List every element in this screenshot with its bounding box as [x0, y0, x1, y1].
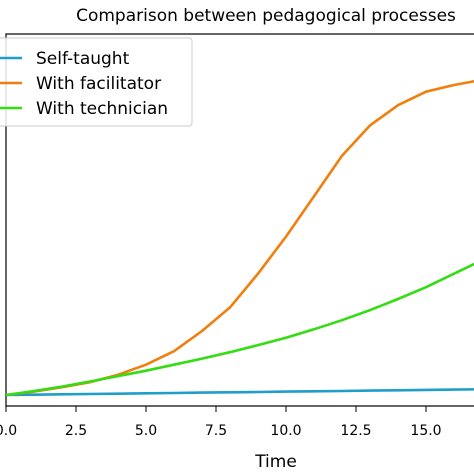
- series-layer: [5, 80, 474, 397]
- chart-title: Comparison between pedagogical processes: [76, 6, 456, 26]
- legend-label: With technician: [36, 99, 168, 119]
- x-tick-label: 7.5: [205, 423, 227, 439]
- legend-label: Self-taught: [36, 49, 130, 69]
- x-tick-label: 10.0: [270, 423, 301, 439]
- plot-frame: [5, 33, 474, 407]
- series-line-1: [5, 388, 474, 397]
- x-tick-label: 15.0: [410, 423, 441, 439]
- x-tick-label: 5.0: [135, 423, 157, 439]
- legend-box: [0, 37, 193, 127]
- x-tick-label: 0.0: [0, 423, 17, 439]
- x-tick-label: 2.5: [65, 423, 87, 439]
- x-axis-ticks: 0.0 2.5 5.0 7.5 10.0 12.5 15.0: [0, 406, 442, 439]
- legend: Self-taught With facilitator With technici…: [0, 37, 193, 127]
- x-axis-label: Time: [254, 452, 297, 472]
- legend-label: With facilitator: [36, 74, 161, 94]
- x-tick-label: 12.5: [340, 423, 371, 439]
- series-line-3: [5, 262, 474, 397]
